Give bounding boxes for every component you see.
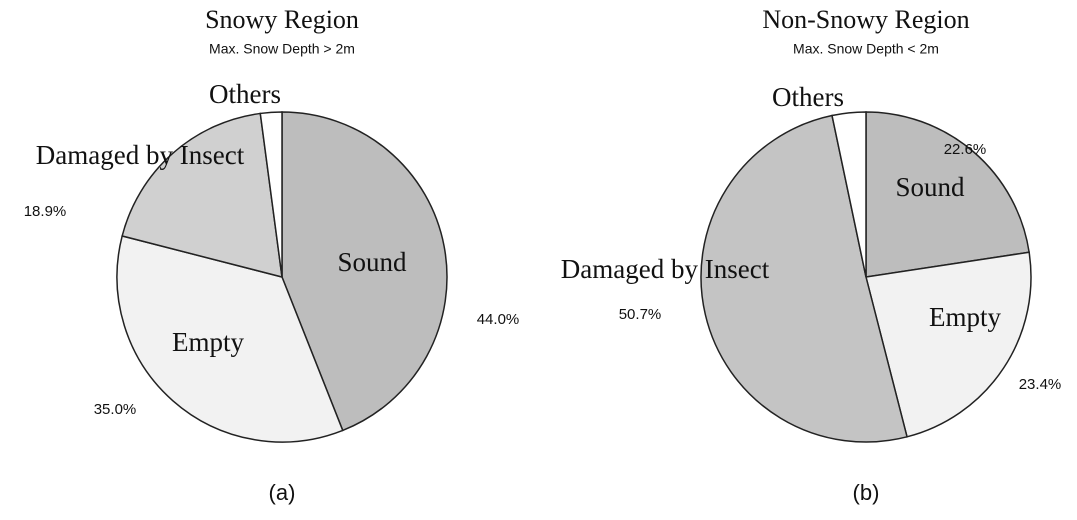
pie-slice	[700, 114, 908, 443]
chart-title: Non-Snowy Region	[762, 5, 969, 34]
slice-label: Damaged by Insect	[36, 140, 245, 170]
value-label: 44.0%	[477, 311, 520, 328]
slice-label: Others	[209, 79, 281, 109]
value-label: 35.0%	[94, 401, 137, 418]
value-label: 23.4%	[1019, 376, 1062, 393]
slice-label: Empty	[172, 327, 244, 357]
pie-slice	[865, 111, 1030, 278]
chart-title: Snowy Region	[205, 5, 359, 34]
pie-slice	[121, 112, 283, 279]
pie-slice	[281, 111, 448, 432]
value-label: 18.9%	[24, 203, 67, 220]
pie-slice	[865, 251, 1032, 438]
slice-label: Sound	[895, 172, 965, 202]
slice-label: Empty	[929, 302, 1001, 332]
slice-label: Damaged by Insect	[561, 254, 770, 284]
value-label: 50.7%	[619, 306, 662, 323]
slice-label: Others	[772, 82, 844, 112]
chart-subtitle: Max. Snow Depth < 2m	[793, 41, 939, 57]
chart-subtitle: Max. Snow Depth > 2m	[209, 41, 355, 57]
caption: (a)	[269, 480, 296, 505]
pie-slice	[831, 111, 867, 278]
pie-slice	[259, 111, 283, 278]
value-label: 22.6%	[944, 141, 987, 158]
pie-slice	[116, 235, 344, 443]
slice-label: Sound	[337, 247, 407, 277]
caption: (b)	[853, 480, 880, 505]
